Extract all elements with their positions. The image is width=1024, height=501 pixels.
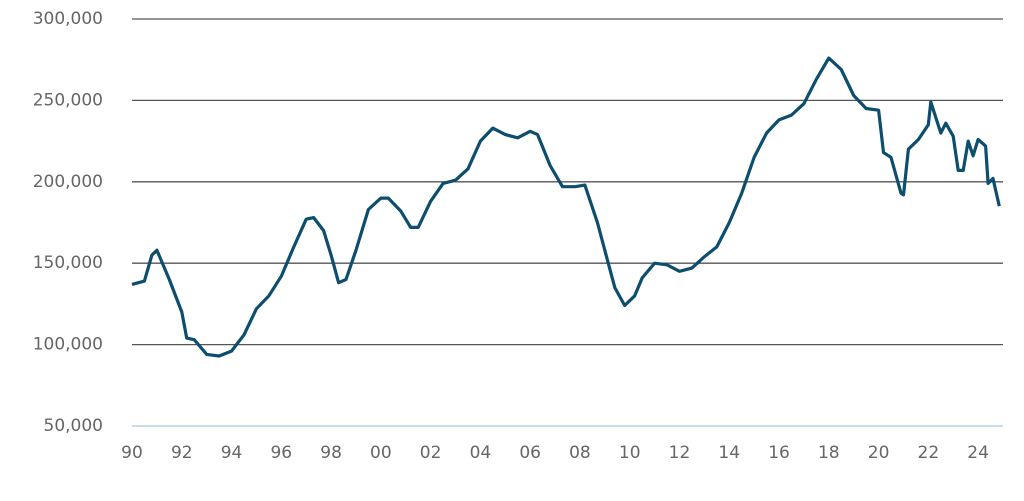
x-tick-label: 96 xyxy=(270,443,292,463)
x-tick-label: 06 xyxy=(519,443,541,463)
line xyxy=(131,56,1001,358)
x-tick-label: 94 xyxy=(221,443,243,463)
x-tick-label: 04 xyxy=(470,443,492,463)
x-tick-label: 22 xyxy=(918,443,940,463)
y-tick-label: 50,000 xyxy=(44,416,103,436)
x-tick-label: 14 xyxy=(718,443,740,463)
x-tick-label: 16 xyxy=(768,443,790,463)
x-tick-label: 24 xyxy=(967,443,989,463)
y-tick-label: 250,000 xyxy=(33,90,103,110)
y-tick-label: 300,000 xyxy=(33,9,103,29)
x-tick-label: 10 xyxy=(619,443,641,463)
x-tick-label: 20 xyxy=(868,443,890,463)
x-tick-label: 12 xyxy=(669,443,691,463)
x-tick-label: 98 xyxy=(320,443,342,463)
y-tick-label: 200,000 xyxy=(33,172,103,192)
x-tick-label: 08 xyxy=(569,443,591,463)
x-tick-label: 18 xyxy=(818,443,840,463)
x-tick-label: 00 xyxy=(370,443,392,463)
x-tick-label: 90 xyxy=(121,443,143,463)
y-tick-label: 150,000 xyxy=(33,253,103,273)
x-tick-label: 92 xyxy=(171,443,193,463)
x-tick-label: 02 xyxy=(420,443,442,463)
y-tick-label: 100,000 xyxy=(33,335,103,355)
